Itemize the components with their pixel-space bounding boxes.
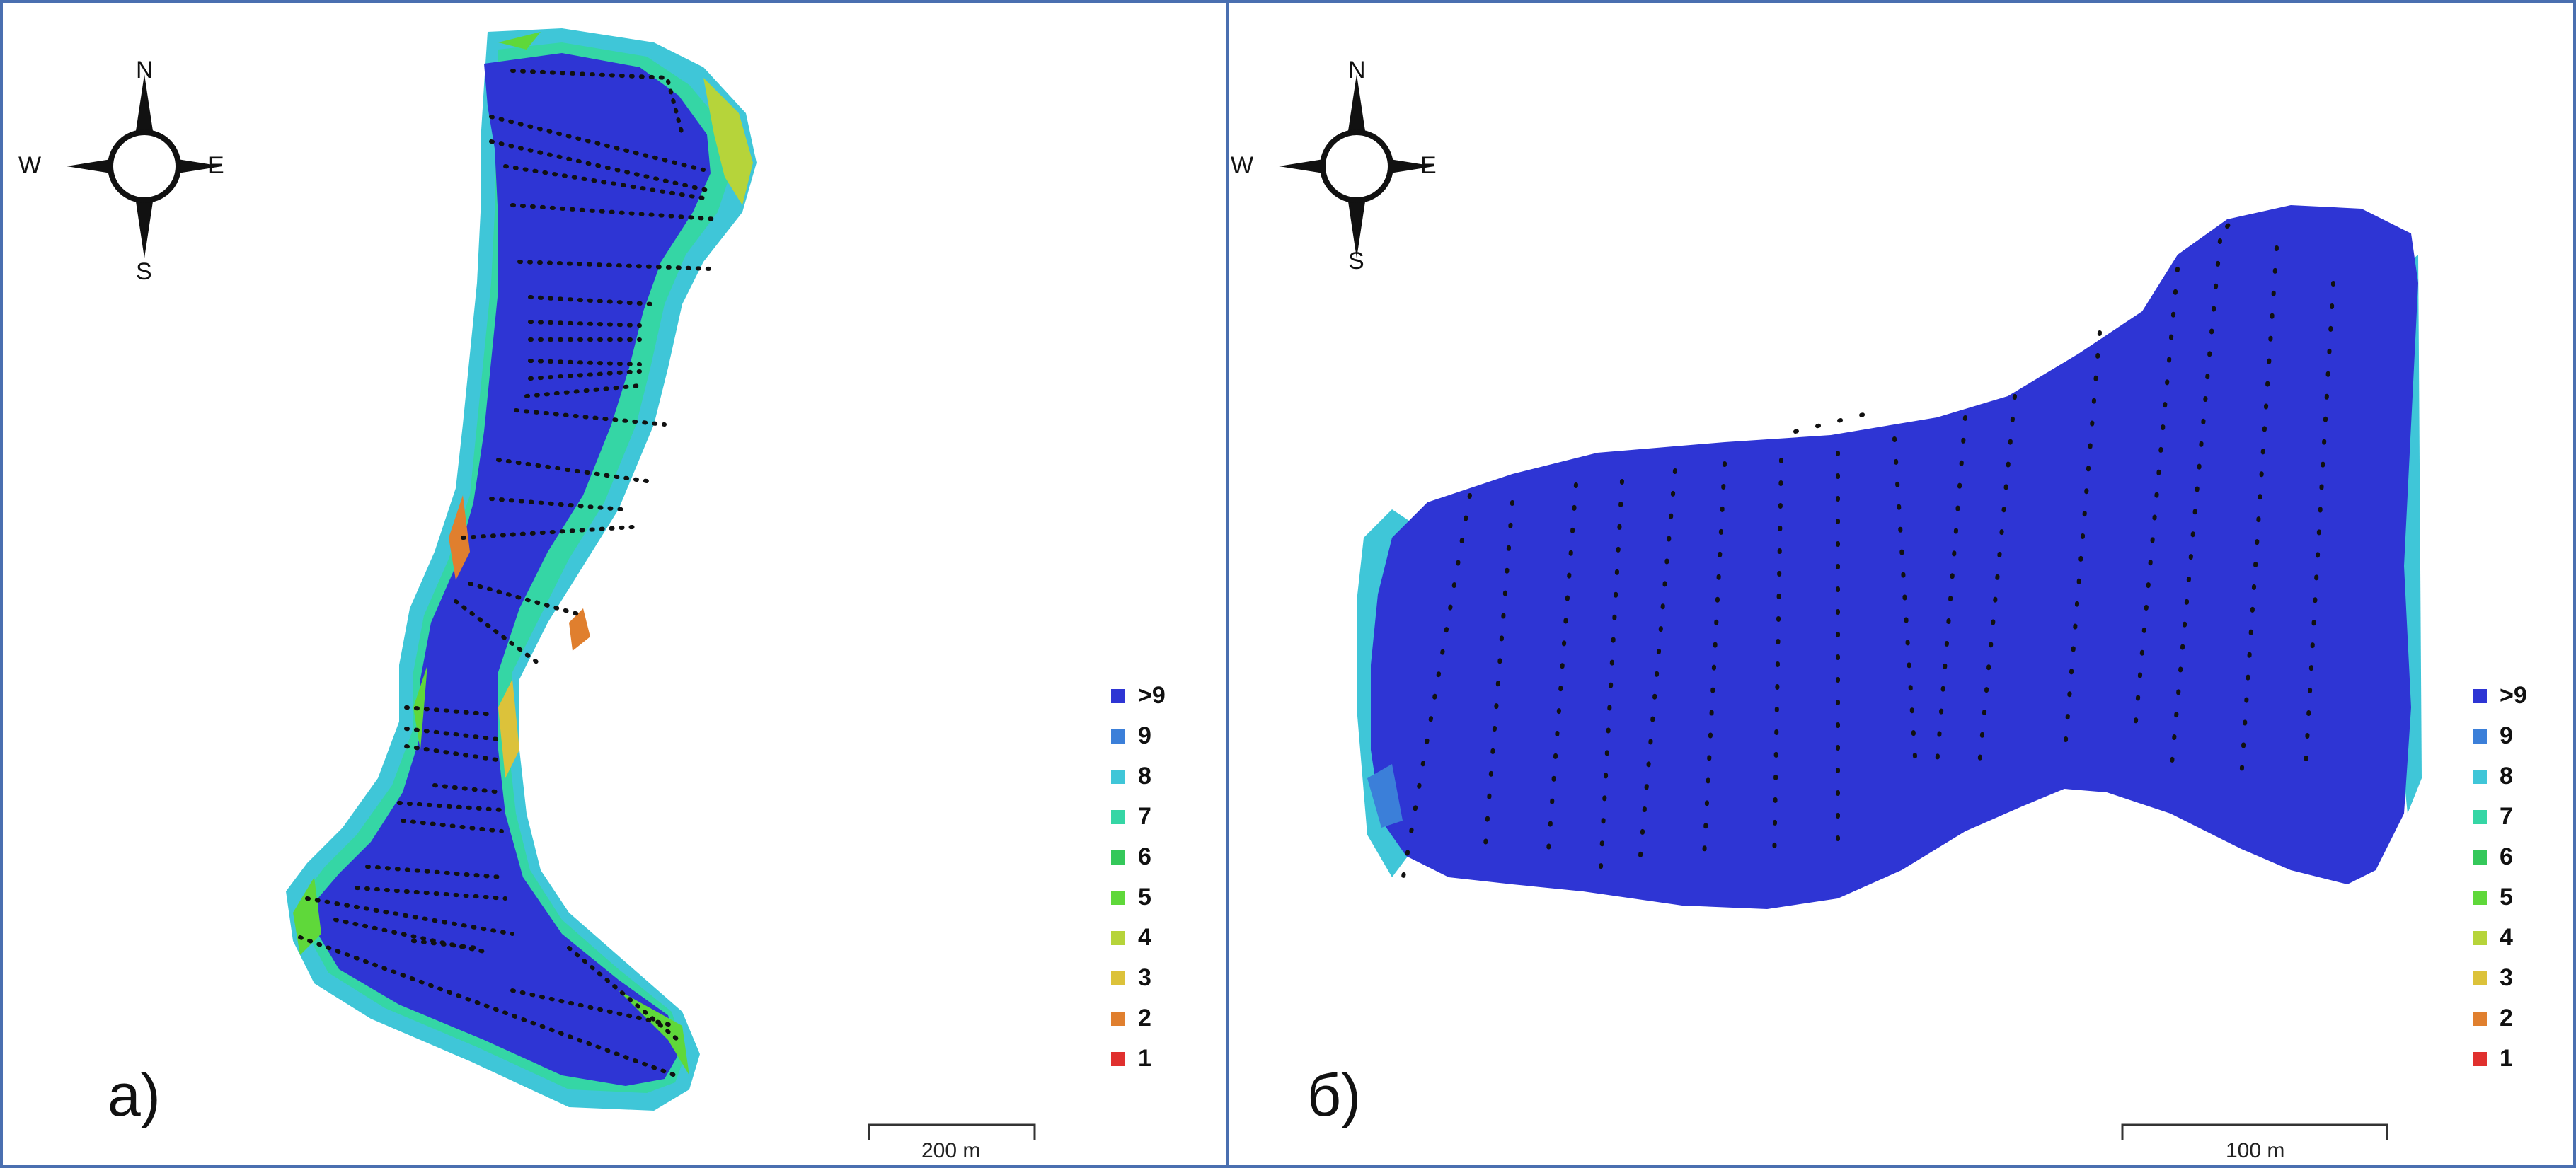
legend-label: 5: [1138, 884, 1151, 910]
legend-item: 5: [1111, 877, 1166, 918]
legend-swatch: [1111, 1051, 1125, 1066]
compass-rose-icon: [67, 74, 222, 258]
lake-a-patch: [703, 78, 753, 205]
legend-item: 3: [2473, 958, 2527, 998]
panel-b: N S W E >9 9 8 7 6 5 4 3 2 1 б) 100 m: [1229, 0, 2573, 1168]
compass-rose-icon: [1279, 74, 1434, 258]
lake-a-patch: [619, 990, 689, 1075]
compass-s-label: S: [136, 258, 152, 285]
legend-swatch: [1111, 809, 1125, 824]
legend-swatch: [1111, 930, 1125, 945]
compass-s-label: S: [1348, 248, 1364, 274]
legend-swatch: [2473, 971, 2487, 985]
legend-swatch: [2473, 890, 2487, 905]
legend-item: 7: [1111, 797, 1166, 837]
legend-item: 4: [2473, 918, 2527, 958]
legend-swatch: [2473, 930, 2487, 945]
legend-item: 1: [2473, 1039, 2527, 1079]
scale-label-b: 100 m: [2226, 1139, 2285, 1162]
legend-label: 8: [1138, 763, 1151, 790]
legend-item: 2: [1111, 998, 1166, 1039]
legend-item: 8: [2473, 756, 2527, 797]
legend-label: 4: [1138, 924, 1151, 951]
compass-w-label: W: [18, 152, 42, 179]
legend-swatch: [2473, 809, 2487, 824]
legend-swatch: [2473, 850, 2487, 865]
legend-item: 5: [2473, 877, 2527, 918]
legend-label: 3: [2500, 964, 2513, 991]
legend-item: >9: [1111, 676, 1166, 716]
lake-a-patch: [569, 608, 590, 651]
scale-bar-a: [868, 1123, 1036, 1140]
legend-item: >9: [2473, 676, 2527, 716]
depth-map-b: [1357, 205, 2422, 909]
lake-b-deep-zone: [1371, 205, 2418, 909]
legend-item: 9: [2473, 716, 2527, 756]
legend-swatch: [1111, 850, 1125, 865]
compass-e-label: E: [208, 152, 224, 179]
lake-b-patch: [1367, 764, 1403, 828]
legend-label: 2: [1138, 1005, 1151, 1031]
legend-label: 7: [2500, 803, 2513, 830]
legend-label: 5: [2500, 884, 2513, 910]
legend-item: 7: [2473, 797, 2527, 837]
legend-swatch: [1111, 769, 1125, 784]
lake-a-deep-zone: [318, 53, 711, 1086]
legend-label: >9: [1138, 682, 1166, 709]
legend-label: 4: [2500, 924, 2513, 951]
legend-swatch: [2473, 1011, 2487, 1026]
legend-swatch: [1111, 971, 1125, 985]
survey-tracks-b: [1401, 210, 2335, 883]
panel-divider: [1226, 0, 1229, 1168]
legend-swatch: [2473, 1051, 2487, 1066]
legend-item: 8: [1111, 756, 1166, 797]
legend-item: 2: [2473, 998, 2527, 1039]
compass-w-label: W: [1231, 152, 1254, 179]
scale-bar-b: [2121, 1123, 2388, 1140]
legend-label: 9: [1138, 722, 1151, 749]
legend-swatch: [1111, 729, 1125, 744]
legend-label: 1: [2500, 1045, 2513, 1072]
legend-swatch: [1111, 1011, 1125, 1026]
compass-n-label: N: [1348, 57, 1366, 83]
legend-swatch: [2473, 769, 2487, 784]
legend-item: 6: [1111, 837, 1166, 877]
lake-a-patch: [498, 679, 519, 778]
legend-label: 6: [1138, 843, 1151, 870]
legend-label: 7: [1138, 803, 1151, 830]
legend-item: 6: [2473, 837, 2527, 877]
legend-item: 1: [1111, 1039, 1166, 1079]
legend-swatch: [2473, 729, 2487, 744]
panel-label-b: б): [1307, 1062, 1362, 1128]
legend-a: >9 9 8 7 6 5 4 3 2 1: [1111, 676, 1166, 1079]
depth-map-a: [286, 28, 757, 1111]
scale-label-a: 200 m: [921, 1139, 981, 1162]
legend-label: 9: [2500, 722, 2513, 749]
panel-a: N S W E >9 9 8 7 6 5 4 3 2 1 а) 200 m: [3, 0, 1226, 1168]
legend-swatch: [1111, 688, 1125, 703]
legend-item: 3: [1111, 958, 1166, 998]
legend-item: 9: [1111, 716, 1166, 756]
survey-tracks-a: [298, 69, 720, 1077]
legend-swatch: [2473, 688, 2487, 703]
lake-a-patch: [498, 32, 541, 50]
compass-n-label: N: [136, 57, 154, 83]
legend-label: 2: [2500, 1005, 2513, 1031]
panel-label-a: а): [108, 1062, 161, 1128]
legend-item: 4: [1111, 918, 1166, 958]
compass-e-label: E: [1420, 152, 1437, 179]
legend-label: 1: [1138, 1045, 1151, 1072]
legend-label: >9: [2500, 682, 2527, 709]
legend-label: 8: [2500, 763, 2513, 790]
legend-swatch: [1111, 890, 1125, 905]
lake-a-patch: [449, 495, 470, 580]
legend-label: 6: [2500, 843, 2513, 870]
legend-b: >9 9 8 7 6 5 4 3 2 1: [2473, 676, 2527, 1079]
legend-label: 3: [1138, 964, 1151, 991]
